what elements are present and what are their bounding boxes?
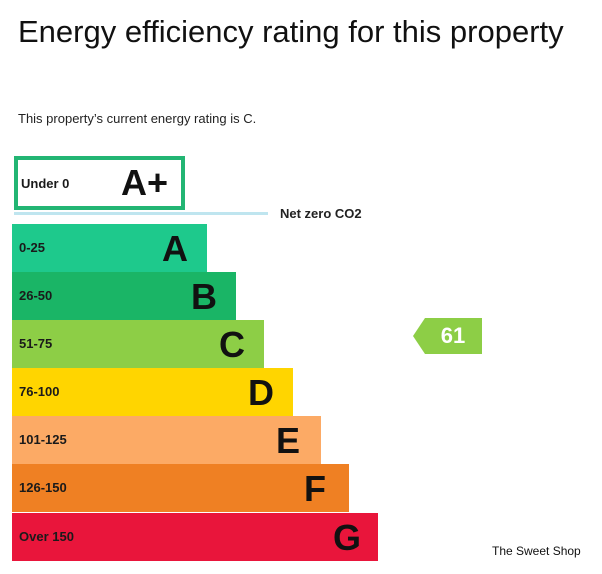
band-aplus: Under 0 A+: [14, 156, 185, 210]
band-e-range: 101-125: [19, 432, 67, 447]
band-g-letter: G: [333, 517, 362, 558]
current-rating-arrow: [413, 318, 482, 354]
net-zero-label: Net zero CO2: [280, 206, 362, 221]
band-d-letter: D: [248, 372, 274, 413]
band-g: Over 150 G: [12, 513, 378, 561]
band-e-letter: E: [276, 420, 301, 461]
current-rating-value: 61: [440, 323, 466, 348]
band-b-range: 26-50: [19, 288, 53, 303]
net-zero-line: [14, 212, 268, 215]
band-d: 76-100 D: [12, 368, 293, 416]
band-a-range: 0-25: [19, 240, 46, 255]
current-rating-summary: This property’s current energy rating is…: [18, 111, 257, 126]
band-b: 26-50 B: [12, 272, 236, 320]
band-f: 126-150 F: [12, 464, 349, 512]
band-aplus-range: Under 0: [21, 176, 70, 191]
band-c-letter: C: [219, 324, 245, 365]
page-title: Energy efficiency rating for this proper…: [18, 14, 564, 49]
watermark: The Sweet Shop: [492, 544, 581, 558]
band-b-letter: B: [191, 276, 217, 317]
band-c: 51-75 C: [12, 320, 264, 368]
band-a-letter: A: [162, 228, 188, 269]
band-g-range: Over 150: [19, 529, 74, 544]
current-rating-arrow-shape: [413, 318, 482, 354]
band-f-letter: F: [304, 468, 326, 509]
band-c-range: 51-75: [19, 336, 53, 351]
band-d-range: 76-100: [19, 384, 60, 399]
band-aplus-letter: A+: [121, 162, 169, 203]
band-e: 101-125 E: [12, 416, 321, 464]
band-a: 0-25 A: [12, 224, 207, 272]
band-f-range: 126-150: [19, 480, 67, 495]
